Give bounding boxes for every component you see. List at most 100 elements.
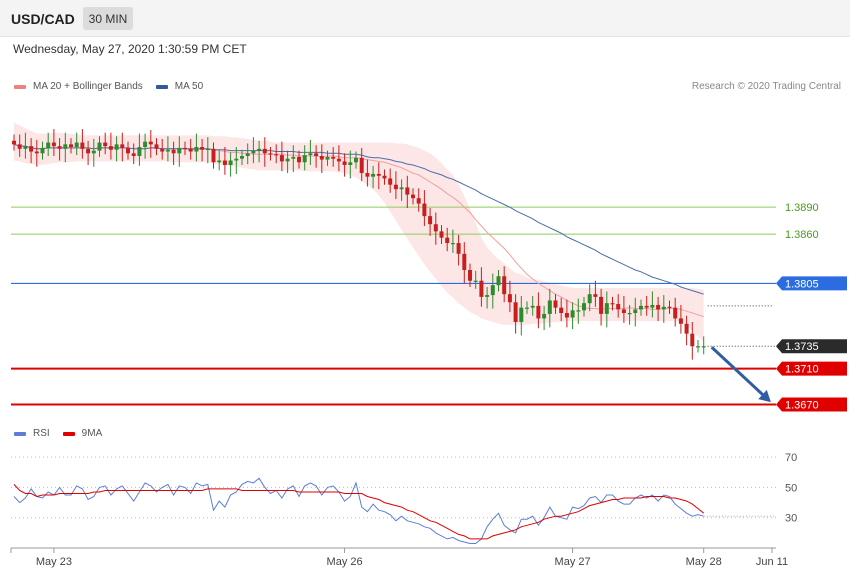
candle-up xyxy=(587,294,592,304)
rsi-legend: RSI 9MA xyxy=(14,428,115,439)
candle-up xyxy=(650,304,655,308)
candle-down xyxy=(656,304,661,310)
candle-up xyxy=(633,309,638,314)
candle-down xyxy=(29,146,34,152)
candle-down xyxy=(86,148,91,154)
candle-down xyxy=(376,173,381,176)
candle-up xyxy=(217,160,222,163)
candle-up xyxy=(490,285,495,296)
candle-down xyxy=(297,156,301,163)
bollinger-band-area xyxy=(14,122,704,342)
candle-down xyxy=(211,148,216,163)
price-tag-pivot xyxy=(776,276,847,291)
candle-up xyxy=(582,303,586,311)
candle-up xyxy=(302,155,307,163)
candle-up xyxy=(257,148,262,151)
legend-label-ma50: MA 50 xyxy=(174,81,204,92)
candle-down xyxy=(342,161,347,165)
candle-down xyxy=(462,253,467,270)
candle-down xyxy=(279,155,284,162)
price-tag-label-support-2: 1.3670 xyxy=(785,400,819,412)
candle-down xyxy=(120,144,125,148)
x-axis-layer: May 23 May 26 May 27 May 28 Jun 11 xyxy=(10,547,788,568)
price-label-resistance-1: 1.3860 xyxy=(785,229,819,241)
candle-down xyxy=(80,142,85,149)
candle-up xyxy=(570,310,575,318)
candle-up xyxy=(165,149,170,152)
candle-down xyxy=(388,178,393,185)
rsi-9ma-line xyxy=(13,484,705,540)
candle-down xyxy=(439,231,444,238)
rsi-layer: 70 50 30 xyxy=(11,452,797,544)
candle-down xyxy=(593,294,598,297)
candle-down xyxy=(51,142,56,147)
candle-down xyxy=(336,158,341,162)
candle-up xyxy=(547,300,552,314)
candles-layer xyxy=(12,129,706,360)
candle-down xyxy=(171,149,176,154)
candle-down xyxy=(673,307,678,319)
x-tick-label: May 28 xyxy=(686,556,722,568)
instrument-title: USD/CAD xyxy=(11,11,75,27)
candle-up xyxy=(234,158,239,161)
candle-down xyxy=(34,151,39,154)
candle-down xyxy=(456,243,461,254)
candle-up xyxy=(525,307,529,309)
candle-down xyxy=(405,187,410,195)
candle-up xyxy=(354,157,358,163)
price-tag-label-support-1: 1.3710 xyxy=(785,364,819,376)
candle-up xyxy=(519,307,524,322)
candle-up xyxy=(245,153,250,157)
candle-down xyxy=(268,153,273,155)
rsi-line xyxy=(13,477,704,544)
candle-down xyxy=(684,323,689,334)
candle-up xyxy=(530,305,535,308)
candle-up xyxy=(371,173,376,177)
candle-down xyxy=(200,147,205,150)
candle-down xyxy=(536,305,541,319)
candle-up xyxy=(194,147,199,152)
candle-down xyxy=(553,300,558,308)
projection-arrow-shaft xyxy=(710,346,770,401)
candle-down xyxy=(103,142,108,147)
candle-down xyxy=(445,237,450,244)
candle-up xyxy=(576,310,581,312)
x-tick-label: Jun 11 xyxy=(756,556,788,568)
candle-up xyxy=(74,142,79,148)
candle-down xyxy=(331,156,336,159)
candle-up xyxy=(291,156,296,159)
candle-up xyxy=(485,295,490,297)
candle-up xyxy=(23,146,28,149)
candle-down xyxy=(274,154,279,156)
candle-down xyxy=(667,306,672,308)
candle-up xyxy=(325,156,330,160)
candle-up xyxy=(46,142,51,148)
candle-up xyxy=(251,150,256,154)
candle-down xyxy=(411,194,415,199)
x-tick-label: May 26 xyxy=(327,556,363,568)
candle-up xyxy=(701,346,706,348)
timeframe-button[interactable]: 30 MIN xyxy=(83,7,133,30)
candle-down xyxy=(319,156,324,160)
legend-label-9ma: 9MA xyxy=(81,428,103,439)
candle-down xyxy=(502,276,507,295)
price-tag-current xyxy=(776,339,847,354)
rsi-tick-label-30: 30 xyxy=(785,513,797,525)
candle-up xyxy=(240,156,244,159)
candle-down xyxy=(422,203,427,217)
rsi-tick-label-50: 50 xyxy=(785,482,797,494)
candle-down xyxy=(690,333,695,347)
candle-up xyxy=(97,142,102,151)
candle-down xyxy=(57,146,62,149)
ma50-swatch xyxy=(155,84,168,89)
candle-down xyxy=(154,144,159,149)
legend-item-9ma: 9MA xyxy=(62,428,103,439)
price-tag-support-2 xyxy=(776,397,847,412)
legend-item-rsi: RSI xyxy=(14,428,50,439)
candle-down xyxy=(559,307,564,314)
candle-down xyxy=(359,157,364,174)
candle-up xyxy=(137,147,142,157)
x-tick-label: May 27 xyxy=(555,556,591,568)
legend-label-ma20: MA 20 + Bollinger Bands xyxy=(33,81,143,92)
